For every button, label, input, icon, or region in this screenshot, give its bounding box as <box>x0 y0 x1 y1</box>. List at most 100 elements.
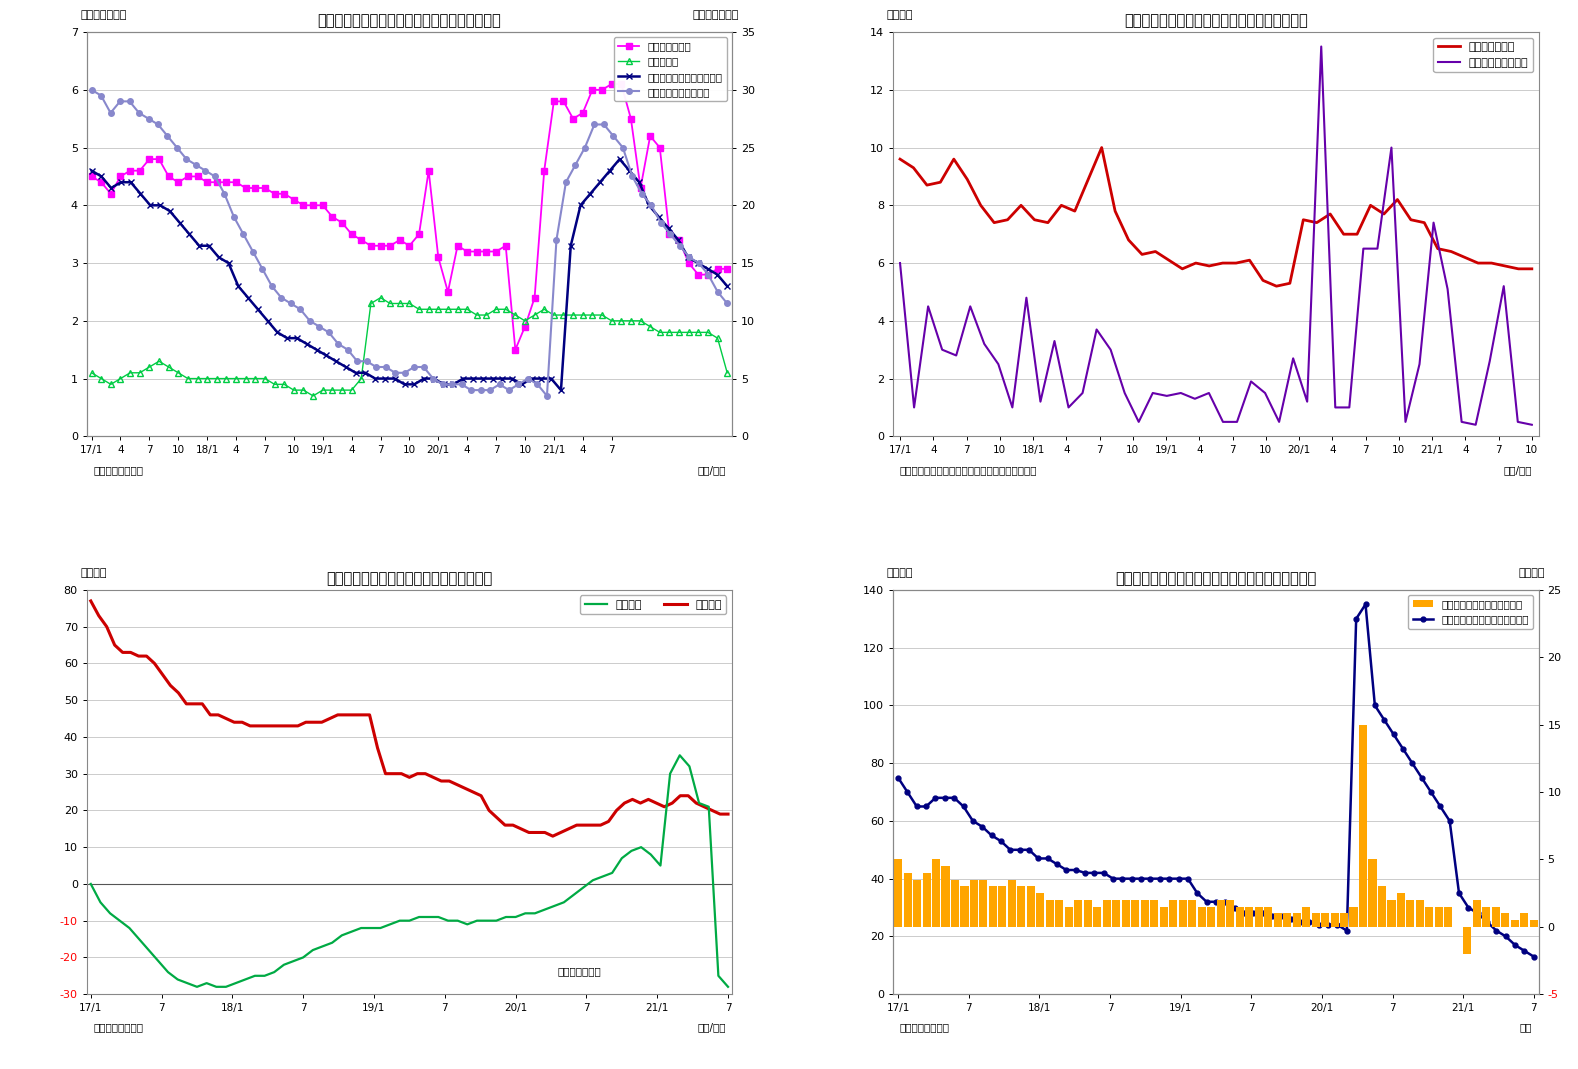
Title: （図表８）日銀の国債買入れ額（月次フロー）: （図表８）日銀の国債買入れ額（月次フロー） <box>1124 13 1308 28</box>
国庫短期証券買入額 <box>1270 416 1289 429</box>
Bar <box>1283 913 1291 927</box>
Text: （資料）日本銀行: （資料）日本銀行 <box>93 465 144 475</box>
Bar <box>1520 913 1529 927</box>
長期国債買入額 <box>1253 274 1272 286</box>
長期国債買入額 <box>1280 277 1299 290</box>
Bar <box>1065 907 1073 927</box>
長期国債買入額 <box>904 161 923 174</box>
Bar <box>1056 900 1064 927</box>
国庫短期証券買入額 <box>1199 387 1218 400</box>
Line: マネタリーベース末残の前年差: マネタリーベース末残の前年差 <box>896 602 1537 959</box>
国庫短期証券買入額 <box>989 358 1008 371</box>
国庫短期証券買入額 <box>1256 387 1275 400</box>
Bar <box>1387 900 1395 927</box>
Title: （図表９）日銀国債保有残高の前年比増減: （図表９）日銀国債保有残高の前年比増減 <box>327 571 492 586</box>
Bar <box>933 859 940 927</box>
Bar <box>1236 907 1243 927</box>
Bar <box>1491 907 1499 927</box>
Text: （兆円）: （兆円） <box>1518 568 1545 578</box>
Bar <box>1037 893 1045 927</box>
Text: （兆円）: （兆円） <box>887 568 914 578</box>
長期国債買入額 <box>1496 260 1515 273</box>
Bar <box>1198 907 1206 927</box>
Bar <box>1397 893 1404 927</box>
長期国債買入額 <box>1362 199 1381 212</box>
長期国債買入額 <box>1213 257 1232 269</box>
Bar <box>1434 907 1442 927</box>
Line: 長期国債買入額: 長期国債買入額 <box>899 148 1532 286</box>
Bar <box>895 859 903 927</box>
Text: （前年比、％）: （前年比、％） <box>693 10 739 20</box>
長期国債買入額 <box>931 175 950 188</box>
Legend: 長期国債買入額, 国庫短期証券買入額: 長期国債買入額, 国庫短期証券買入額 <box>1433 37 1532 72</box>
長期国債買入額 <box>970 199 989 212</box>
Text: （兆円）: （兆円） <box>887 10 914 20</box>
長期国債買入額 <box>1428 243 1447 255</box>
Text: 年月: 年月 <box>1520 1023 1532 1033</box>
国庫短期証券買入額 <box>1297 396 1316 408</box>
国庫短期証券買入額 <box>1509 416 1528 429</box>
Bar <box>1245 907 1253 927</box>
Text: （年/月）: （年/月） <box>697 465 726 475</box>
Bar <box>1141 900 1149 927</box>
Text: （資料）日本銀行: （資料）日本銀行 <box>899 1023 950 1033</box>
短期国債 <box>574 881 593 894</box>
長期国債買入額 <box>1267 280 1286 293</box>
長期国債買入額 <box>1442 245 1461 258</box>
Bar <box>1321 913 1329 927</box>
Bar <box>1131 900 1139 927</box>
Bar <box>970 880 978 927</box>
Bar <box>1094 907 1101 927</box>
Bar <box>1406 900 1414 927</box>
国庫短期証券買入額 <box>918 300 937 313</box>
長期国債買入額 <box>1455 251 1474 264</box>
国庫短期証券買入額 <box>1004 401 1023 414</box>
長期国債買入額 <box>1333 228 1352 241</box>
国庫短期証券買入額 <box>1185 392 1204 405</box>
長期国債買入額 <box>1321 207 1340 220</box>
国庫短期証券買入額 <box>1116 387 1135 400</box>
Bar <box>961 886 969 927</box>
長期国債買入額 <box>1482 257 1501 269</box>
長期国債買入額 <box>890 153 909 166</box>
長期国債買入額 <box>985 216 1004 229</box>
長期国債買入額 <box>1146 245 1165 258</box>
国庫短期証券買入額 <box>1368 243 1387 255</box>
長期国債買入額 <box>1389 193 1408 206</box>
長期国債買入額 <box>1187 257 1206 269</box>
Bar <box>1188 900 1196 927</box>
Bar <box>1415 900 1423 927</box>
長期国債買入額 <box>1509 262 1528 275</box>
国庫短期証券買入額 <box>1101 343 1120 356</box>
Text: （年/月）: （年/月） <box>697 1023 726 1033</box>
Bar <box>1084 900 1092 927</box>
長期国債買入額 <box>1469 257 1488 269</box>
Bar <box>1112 900 1120 927</box>
長期国債買入額 <box>1106 204 1125 217</box>
Bar <box>1169 900 1177 927</box>
Bar <box>1264 907 1272 927</box>
マネタリーベース末残の前年差 <box>888 771 907 784</box>
長期国債 <box>663 796 682 809</box>
国庫短期証券買入額 <box>947 350 966 362</box>
Text: （年/月）: （年/月） <box>1504 465 1532 475</box>
マネタリーベース末残の前年差 <box>1010 843 1029 856</box>
長期国債買入額 <box>1415 216 1434 229</box>
国庫短期証券買入額 <box>1452 416 1471 429</box>
国庫短期証券買入額 <box>904 401 923 414</box>
国庫短期証券買入額 <box>1242 375 1261 388</box>
長期国債買入額 <box>1011 199 1030 212</box>
長期国債 <box>543 830 562 842</box>
Bar <box>1425 907 1433 927</box>
Bar <box>1255 907 1262 927</box>
Bar <box>1330 913 1338 927</box>
Bar <box>1340 913 1348 927</box>
Title: （図表１０）マネタリーベース残高と前月比の推移: （図表１０）マネタリーベース残高と前月比の推移 <box>1116 571 1316 586</box>
国庫短期証券買入額 <box>975 338 994 351</box>
Text: （前年比、％）: （前年比、％） <box>80 10 126 20</box>
Legend: 日銀券発行残高, 貨幣流通高, マネタリーベース（右軸）, 日銀当座銀金（右軸）: 日銀券発行残高, 貨幣流通高, マネタリーベース（右軸）, 日銀当座銀金（右軸） <box>614 37 727 102</box>
長期国債買入額 <box>1523 262 1542 275</box>
Bar <box>1046 900 1054 927</box>
Bar <box>1179 900 1187 927</box>
長期国債買入額 <box>1026 214 1045 227</box>
